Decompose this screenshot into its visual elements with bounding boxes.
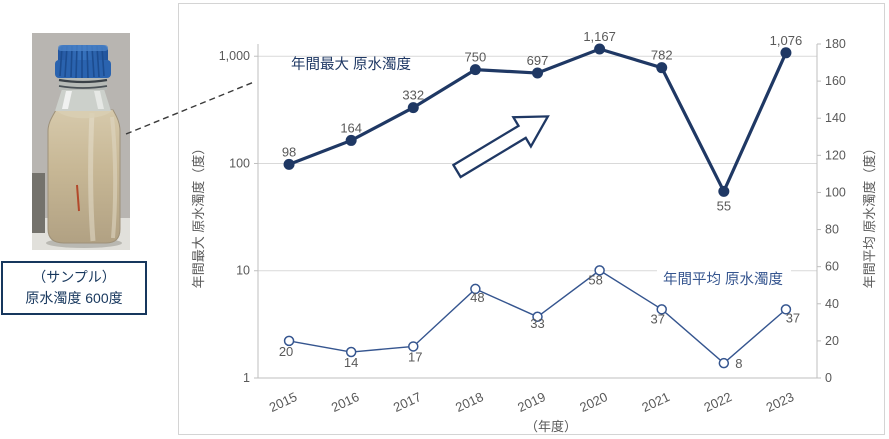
x-axis-title: （年度）	[525, 419, 577, 434]
data-label-avg: 48	[470, 290, 484, 305]
right-axis-tick-label: 20	[825, 334, 839, 348]
x-axis-tick-label: 2022	[702, 389, 735, 415]
data-label-max: 1,076	[770, 33, 803, 48]
right-axis-tick-label: 60	[825, 260, 839, 274]
x-axis-tick-label: 2015	[267, 389, 300, 415]
right-axis-title: 年間平均 原水濁度（度）	[862, 142, 877, 289]
series-label-avg: 年間平均 原水濁度	[663, 271, 783, 288]
data-label-max: 782	[651, 48, 673, 63]
marker-max	[656, 62, 668, 74]
left-axis-tick-label: 1,000	[219, 49, 250, 63]
sample-caption-line2: 原水濁度 600度	[25, 290, 123, 306]
series-label-max: 年間最大 原水濁度	[291, 56, 411, 73]
sample-caption-line1: （サンプル）	[32, 269, 116, 285]
chart-panel	[178, 3, 885, 435]
marker-max	[407, 102, 419, 114]
marker-avg	[594, 265, 605, 276]
marker-avg	[532, 311, 543, 323]
marker-avg	[470, 283, 481, 295]
sediment-streak	[76, 184, 80, 212]
left-axis-tick-label: 10	[236, 264, 250, 278]
x-axis-tick-label: 2017	[391, 389, 424, 415]
marker-max	[594, 43, 606, 55]
marker-max	[345, 134, 357, 146]
x-axis-tick-label: 2023	[764, 389, 797, 415]
left-axis-tick-label: 1	[243, 371, 250, 385]
marker-avg	[345, 346, 357, 358]
trend-arrow-icon	[451, 115, 550, 179]
data-label-max: 1,167	[583, 29, 616, 44]
x-axis-tick-label: 2020	[577, 389, 610, 415]
background-object	[32, 173, 45, 233]
data-label-avg: 37	[786, 310, 800, 325]
data-label-avg: 37	[650, 311, 664, 326]
right-axis-tick-label: 140	[825, 111, 846, 125]
left-axis-tick-label: 100	[229, 156, 250, 170]
data-label-avg: 58	[588, 272, 602, 287]
data-label-max: 98	[282, 144, 296, 159]
right-axis-tick-label: 0	[825, 371, 832, 385]
right-axis-tick-label: 80	[825, 223, 839, 237]
right-axis-tick-label: 160	[825, 74, 846, 88]
marker-max	[718, 185, 730, 197]
connector-dashed-line	[125, 81, 255, 135]
x-axis-tick-label: 2018	[453, 389, 486, 415]
data-label-avg: 8	[735, 356, 742, 371]
marker-avg	[283, 335, 295, 347]
data-label-avg: 14	[344, 355, 358, 370]
label-mask	[657, 269, 791, 290]
data-label-avg: 33	[530, 316, 544, 331]
x-axis-tick-label: 2021	[639, 389, 672, 415]
right-axis-tick-label: 40	[825, 297, 839, 311]
data-label-max: 697	[527, 53, 549, 68]
right-axis-tick-label: 180	[825, 37, 846, 51]
marker-max	[283, 158, 295, 170]
data-label-avg: 20	[279, 344, 293, 359]
data-label-max: 750	[465, 50, 487, 65]
left-axis-title: 年間最大 原水濁度（度）	[191, 142, 206, 289]
data-label-max: 55	[717, 198, 731, 213]
x-axis-tick-label: 2016	[329, 389, 362, 415]
marker-avg	[408, 341, 419, 352]
right-axis-tick-label: 120	[825, 148, 846, 162]
marker-max	[532, 67, 543, 79]
bottle-cap	[55, 44, 111, 79]
x-axis-tick-label: 2019	[515, 389, 548, 415]
sample-caption-box: （サンプル） 原水濁度 600度	[1, 261, 147, 315]
marker-max	[780, 47, 792, 59]
sample-photo	[32, 33, 130, 250]
bottle-body	[47, 109, 121, 244]
marker-avg	[718, 357, 730, 369]
data-label-max: 332	[402, 88, 424, 103]
data-label-max: 164	[340, 120, 362, 135]
marker-max	[469, 64, 481, 76]
marker-avg	[656, 304, 667, 315]
data-label-avg: 17	[408, 349, 422, 364]
marker-avg	[780, 304, 792, 315]
right-axis-tick-label: 100	[825, 185, 846, 199]
